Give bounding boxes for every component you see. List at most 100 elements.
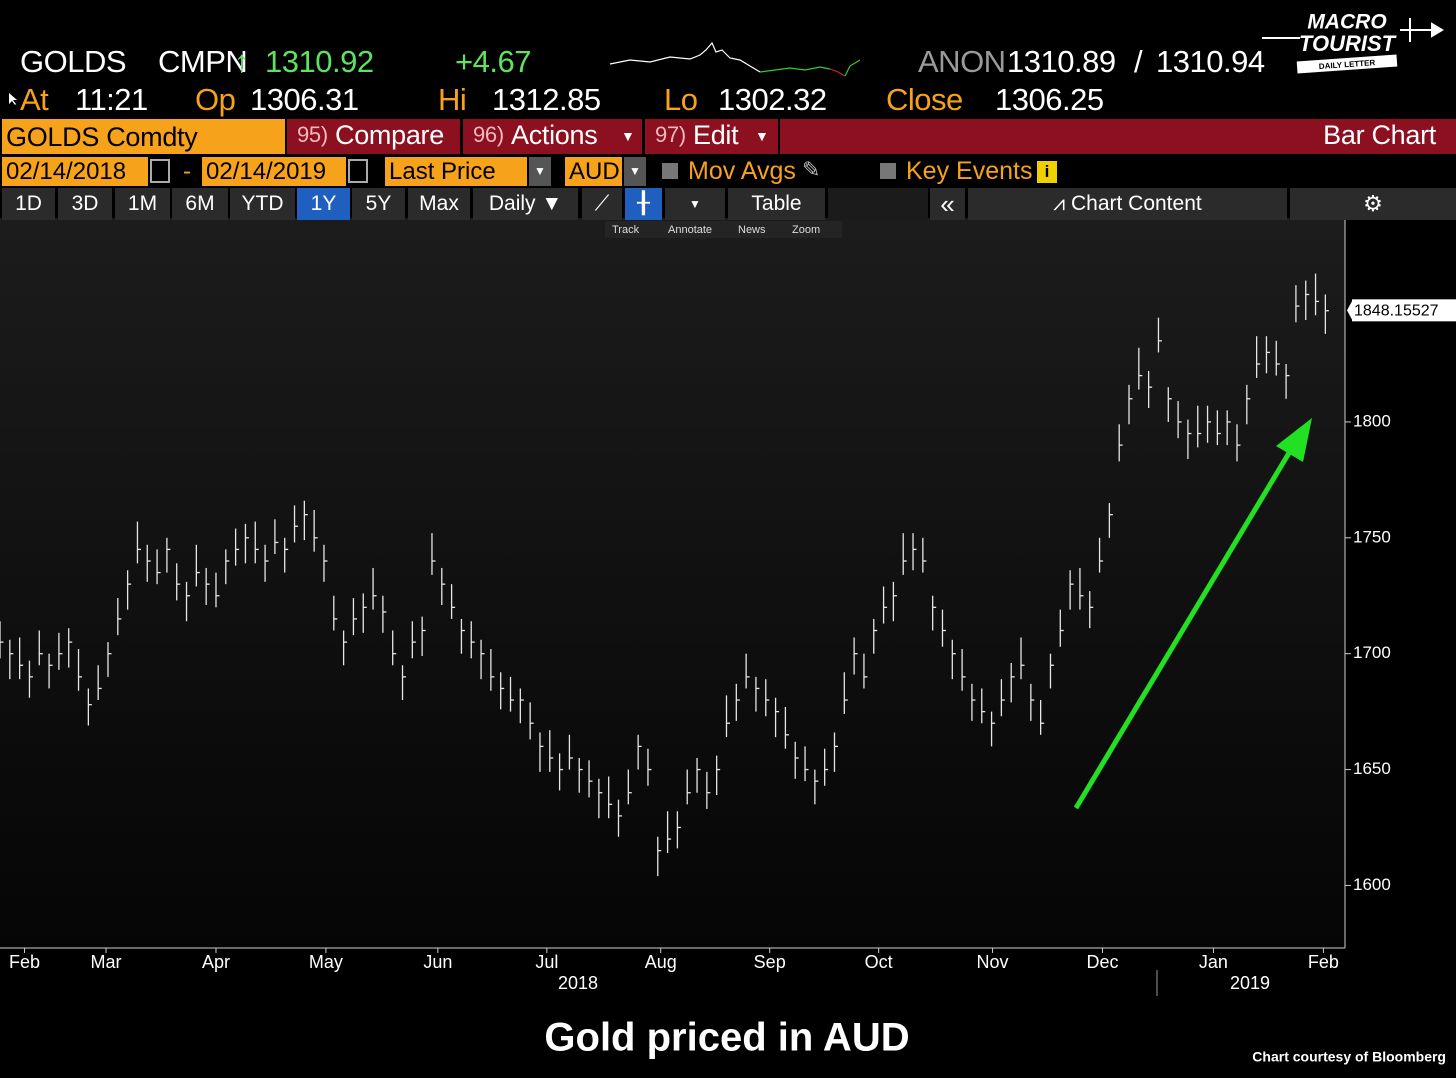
menu-number: 96) bbox=[473, 122, 504, 147]
y-tick-label: 1800 bbox=[1353, 411, 1391, 430]
up-arrow: ↑ bbox=[234, 44, 250, 79]
x-tick-label: Feb bbox=[1308, 952, 1339, 972]
value: 1306.31 bbox=[250, 82, 359, 117]
x-tick-label: Oct bbox=[865, 952, 893, 972]
logo-mark bbox=[1262, 18, 1444, 42]
mov-avgs: Mov Avgs bbox=[688, 157, 796, 185]
label: Close bbox=[886, 82, 963, 117]
start-date[interactable]: 02/14/2018 bbox=[2, 157, 148, 186]
x-tick-label: Feb bbox=[9, 952, 40, 972]
label: Op bbox=[195, 82, 236, 117]
y-tick-label: 1650 bbox=[1353, 759, 1391, 778]
security-box[interactable]: GOLDS Comdty bbox=[2, 119, 285, 154]
collapse-button[interactable]: « bbox=[930, 188, 965, 220]
tool-label[interactable]: News bbox=[738, 224, 766, 236]
period-button[interactable]: 1Y bbox=[297, 188, 350, 220]
line-icon[interactable]: ⟋ bbox=[582, 188, 622, 220]
tool-label[interactable]: Annotate bbox=[668, 224, 713, 236]
info-icon[interactable]: i bbox=[1037, 161, 1057, 183]
plot-area bbox=[0, 218, 1345, 948]
x-tick-label: Mar bbox=[91, 952, 122, 972]
logo-text: MACRO bbox=[1307, 11, 1386, 34]
checkbox[interactable] bbox=[880, 163, 896, 179]
last-price-box bbox=[1352, 299, 1456, 322]
value: 11:21 bbox=[75, 82, 148, 117]
value: 1306.25 bbox=[995, 82, 1104, 117]
tool-label[interactable]: Zoom bbox=[792, 224, 821, 236]
y-tick-label: 1600 bbox=[1353, 875, 1391, 894]
x-tick-label: Nov bbox=[977, 952, 1009, 972]
menu-label: Actions bbox=[511, 120, 598, 150]
source: CMPN bbox=[158, 44, 248, 79]
frequency-button[interactable]: Daily ▼ bbox=[473, 188, 578, 220]
end-date[interactable]: 02/14/2019 bbox=[202, 157, 346, 186]
calendar-icon[interactable] bbox=[150, 159, 170, 183]
x-tick-label: Jun bbox=[423, 952, 452, 972]
key-events: Key Events bbox=[906, 157, 1033, 185]
tool-strip bbox=[605, 221, 842, 238]
dropdown[interactable]: ▼ bbox=[529, 157, 551, 186]
calendar-icon[interactable] bbox=[348, 159, 368, 183]
chart-icon: ⩘ bbox=[1053, 192, 1071, 215]
label: At bbox=[20, 82, 49, 117]
security: GOLDS Comdty bbox=[6, 122, 198, 152]
logo-text: TOURIST bbox=[1299, 31, 1397, 56]
checkbox[interactable] bbox=[662, 163, 678, 179]
separator: / bbox=[1134, 44, 1143, 79]
anon: ANON bbox=[918, 44, 1006, 79]
x-tick-label: Sep bbox=[754, 952, 786, 972]
caret: ▼ bbox=[755, 128, 769, 144]
period-button[interactable]: 6M bbox=[172, 188, 228, 220]
menu-label: Edit bbox=[693, 120, 739, 150]
x-tick-label: Apr bbox=[202, 952, 230, 972]
x-tick-label: May bbox=[309, 952, 343, 972]
caret: ▼ bbox=[621, 128, 635, 144]
y-tick-label: 1700 bbox=[1353, 643, 1391, 662]
settings-button[interactable]: ⚙ bbox=[1290, 188, 1456, 220]
title-bar: Bar Chart bbox=[780, 119, 1456, 154]
value: 1312.85 bbox=[492, 82, 601, 117]
y-tick-label: 1750 bbox=[1353, 527, 1391, 546]
ticker: GOLDS bbox=[20, 44, 127, 79]
period-button[interactable]: 1M bbox=[115, 188, 170, 220]
sparkline bbox=[609, 41, 861, 77]
x-tick-label: Jan bbox=[1199, 952, 1228, 972]
menu-label: Compare bbox=[335, 120, 444, 150]
spacer bbox=[828, 188, 928, 220]
x-tick-label: Aug bbox=[645, 952, 677, 972]
last-price-pointer bbox=[1347, 299, 1353, 322]
dash: - bbox=[183, 158, 191, 185]
label: Lo bbox=[664, 82, 698, 117]
bar-icon[interactable]: ╂ bbox=[625, 188, 662, 220]
menu-number: 97) bbox=[655, 122, 686, 147]
value: 1302.32 bbox=[718, 82, 827, 117]
tool-label[interactable]: Track bbox=[612, 224, 640, 236]
year-label: 2019 bbox=[1230, 973, 1270, 993]
compare-button[interactable]: 95) Compare bbox=[287, 119, 460, 154]
chart-content: Chart Content bbox=[1070, 192, 1202, 215]
table-button[interactable]: Table bbox=[728, 188, 825, 220]
bid: 1310.89 bbox=[1007, 44, 1116, 79]
actions-button[interactable]: 96) Actions ▼ bbox=[463, 119, 642, 154]
cursor-icon bbox=[9, 93, 17, 105]
dropdown[interactable]: ▼ bbox=[624, 157, 646, 186]
field-select[interactable]: Last Price bbox=[385, 157, 527, 186]
period-button[interactable]: 5Y bbox=[352, 188, 405, 220]
menu-number: 95) bbox=[297, 122, 328, 147]
period-button[interactable]: YTD bbox=[230, 188, 295, 220]
edit-button[interactable]: 97) Edit ▼ bbox=[645, 119, 778, 154]
chart-content-button[interactable]: ⩘ Chart Content bbox=[968, 188, 1287, 220]
period-button[interactable]: Max bbox=[408, 188, 470, 220]
trend-arrow bbox=[1073, 418, 1312, 810]
period-button[interactable]: 1D bbox=[2, 188, 55, 220]
currency-select[interactable]: AUD bbox=[565, 157, 622, 186]
period-button[interactable]: 3D bbox=[58, 188, 112, 220]
last-price: 1310.92 bbox=[265, 44, 374, 79]
x-tick-label: Jul bbox=[535, 952, 558, 972]
dropdown[interactable]: ▼ bbox=[665, 188, 725, 220]
credit: Chart courtesy of Bloomberg bbox=[1252, 1049, 1446, 1065]
net-change: +4.67 bbox=[455, 44, 531, 79]
logo-text: DAILY LETTER bbox=[1319, 58, 1376, 71]
x-tick-label: Dec bbox=[1086, 952, 1118, 972]
